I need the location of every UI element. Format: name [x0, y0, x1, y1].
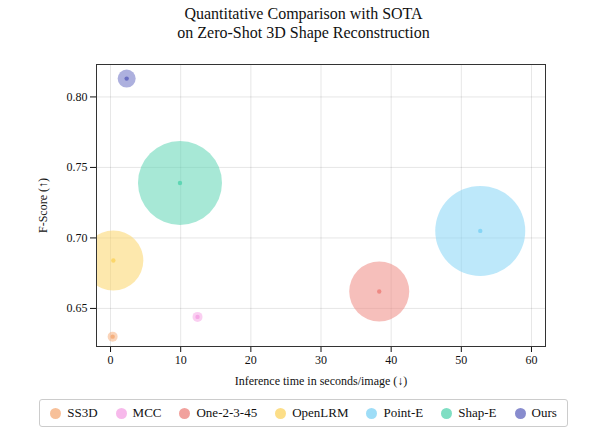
- html-text:One-2-3-45: One-2-3-45: [196, 405, 258, 420]
- svg-text:0.75: 0.75: [67, 160, 88, 174]
- svg-text:50: 50: [455, 353, 467, 367]
- html-text:Shap-E: Shap-E: [458, 405, 497, 420]
- svg-text:0: 0: [108, 353, 114, 367]
- html-text:Point-E: Point-E: [383, 405, 424, 420]
- svg-text:0.70: 0.70: [67, 231, 88, 245]
- svg-text:60: 60: [525, 353, 537, 367]
- html-text:OpenLRM: OpenLRM: [292, 405, 349, 420]
- svg-text:20: 20: [245, 353, 257, 367]
- svg-text:10: 10: [175, 353, 187, 367]
- svg-text:0.65: 0.65: [67, 301, 88, 315]
- svg-text:0.80: 0.80: [67, 90, 88, 104]
- svg-text:40: 40: [385, 353, 397, 367]
- html-text:Ours: Ours: [531, 405, 557, 420]
- svg-text:30: 30: [315, 353, 327, 367]
- svg-text:F-Score (↑): F-Score (↑): [36, 178, 50, 233]
- html-text:MCC: MCC: [132, 405, 162, 420]
- svg-text:Inference time in seconds/imag: Inference time in seconds/image (↓): [235, 374, 408, 388]
- html-text:Quantitative Comparison with S: Quantitative Comparison with SOTA on Zer…: [177, 5, 430, 41]
- html-text:SS3D: SS3D: [67, 405, 98, 420]
